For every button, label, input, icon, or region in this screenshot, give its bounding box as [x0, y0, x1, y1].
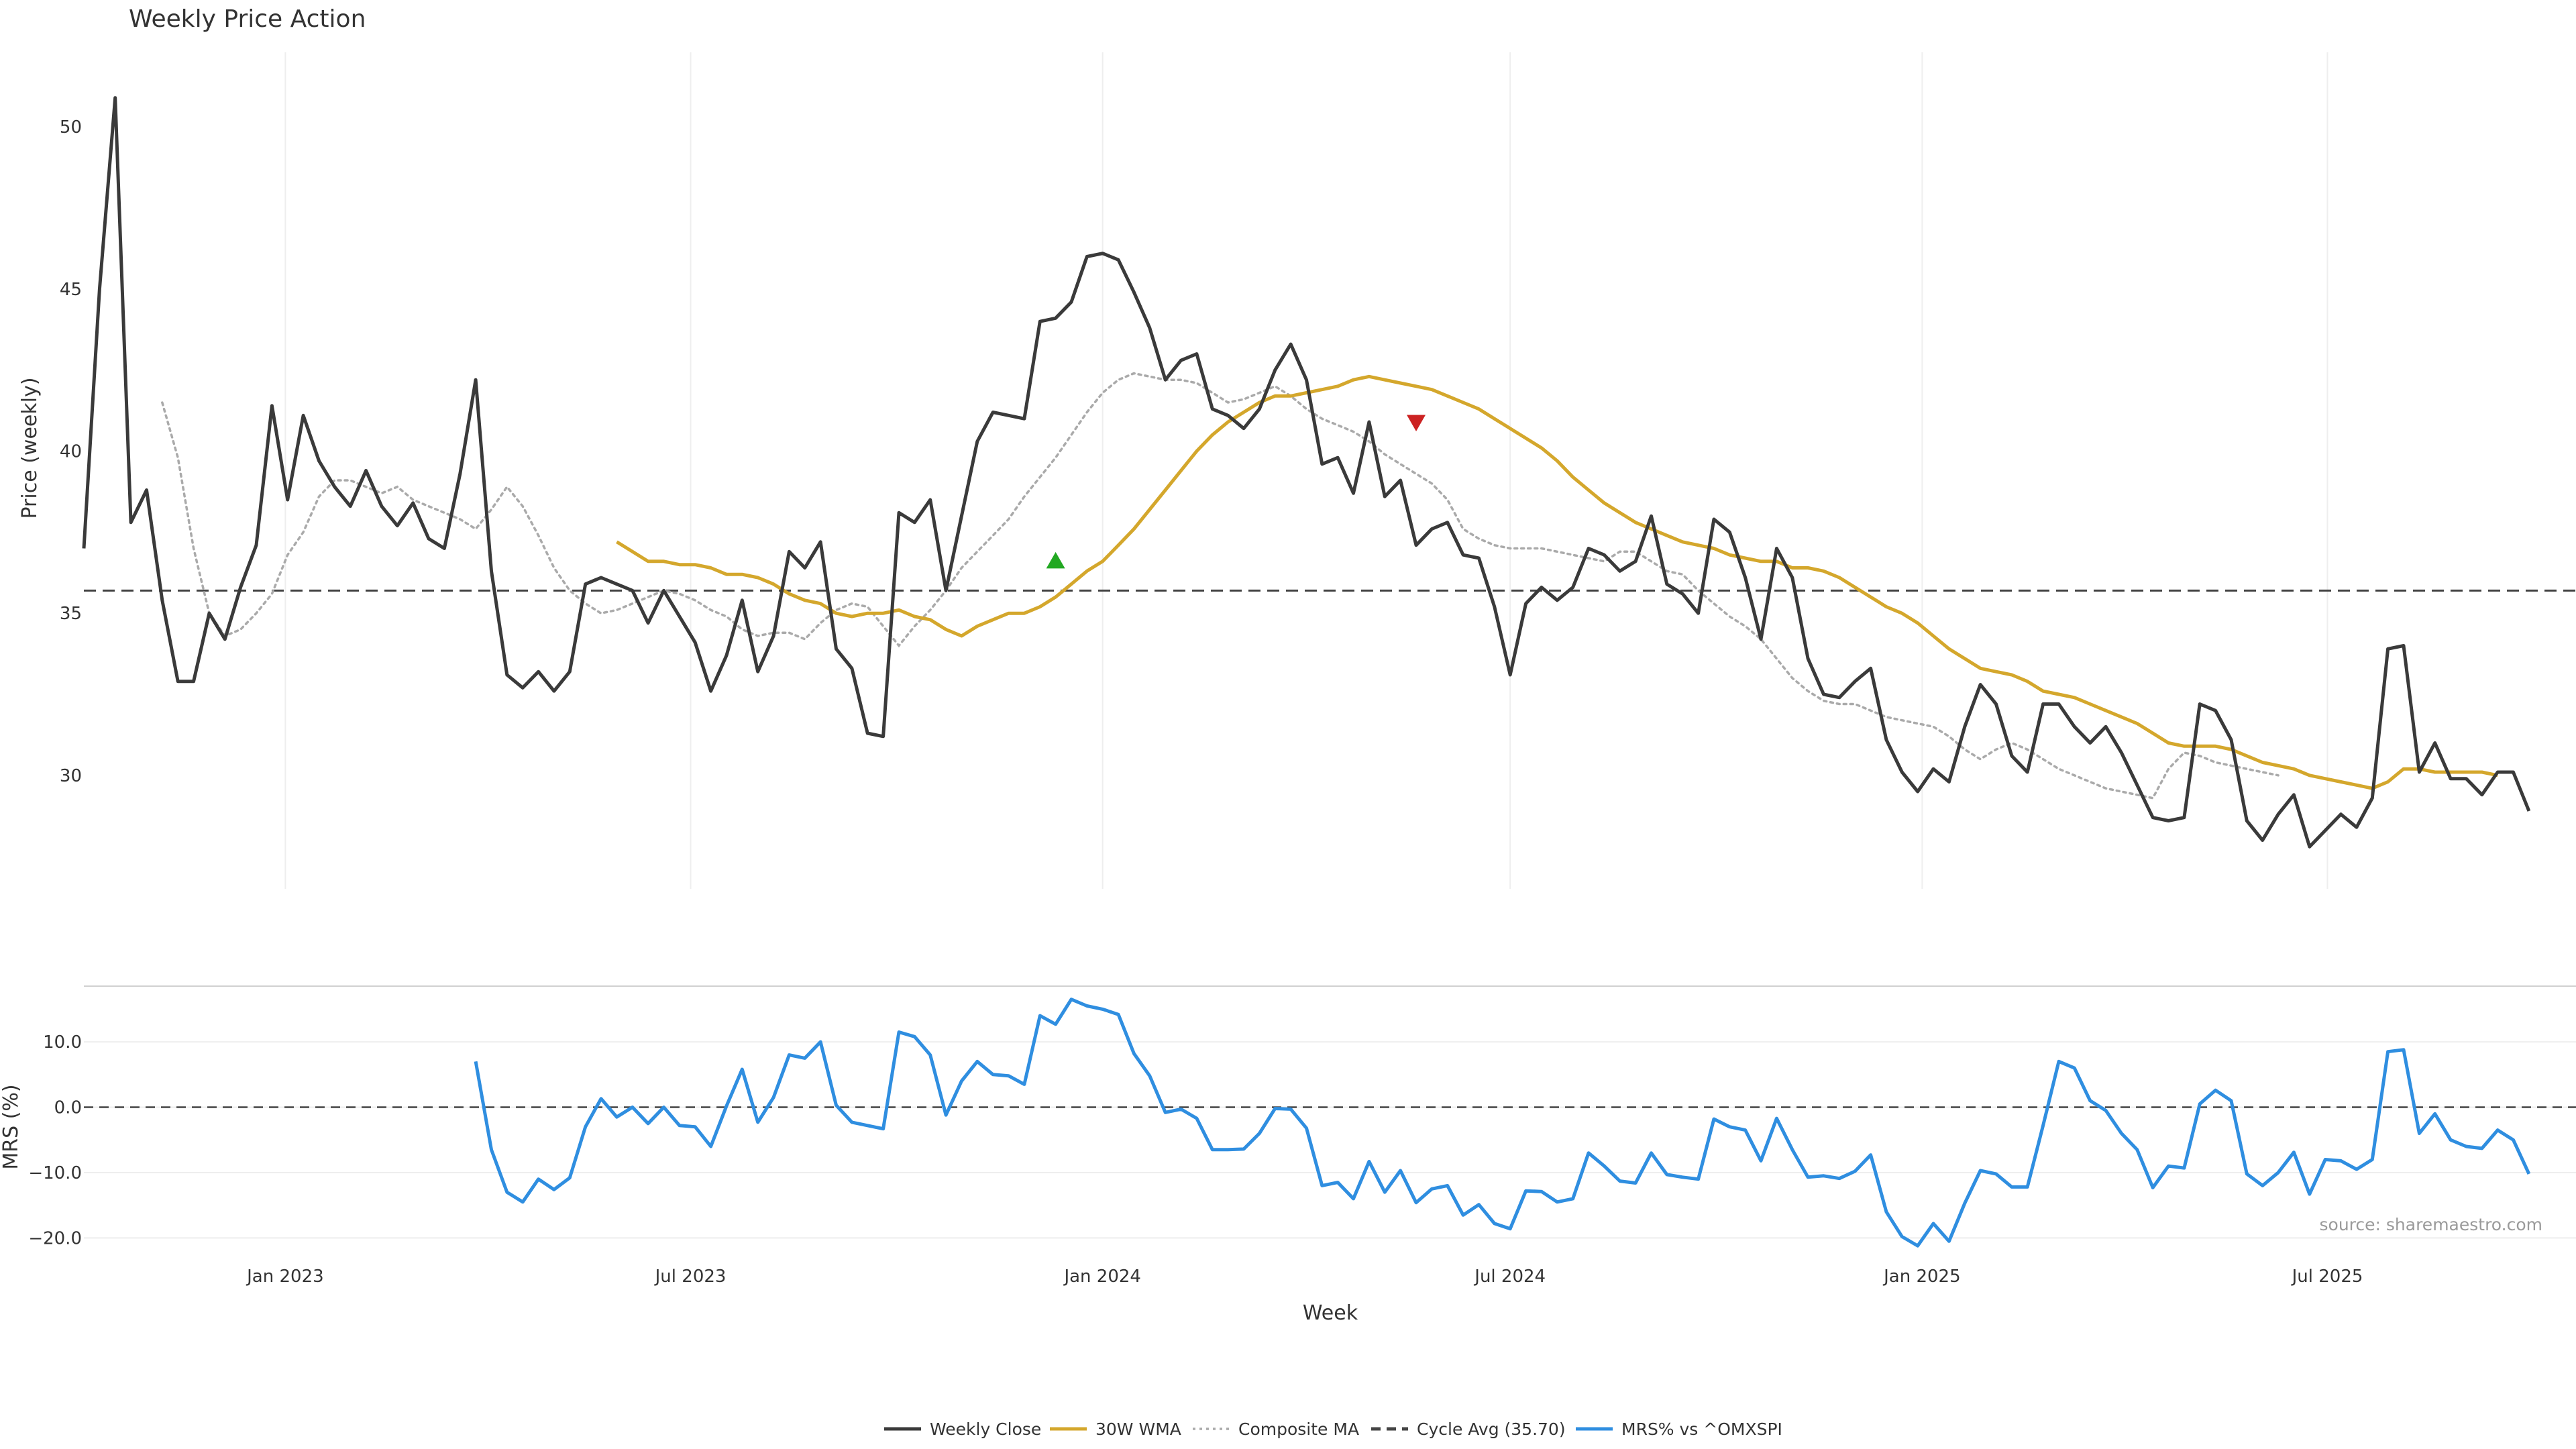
mrs-y-axis-label: MRS (%): [0, 1084, 23, 1169]
legend-item-label: MRS% vs ^OMXSPI: [1621, 1419, 1782, 1439]
price-y-tick-label: 40: [60, 442, 82, 462]
x-tick-label: Jan 2023: [246, 1267, 324, 1287]
mrs-grid: [84, 1041, 2576, 1239]
signal-markers: [1046, 415, 1426, 569]
source-note: source: sharemaestro.com: [2320, 1215, 2543, 1234]
main-grid: [284, 52, 2328, 889]
price-y-tick-label: 50: [60, 117, 82, 138]
legend: Weekly Close 30W WMA Composite MA Cycle Avg…: [884, 1419, 1782, 1439]
mrs-y-tick-labels: 10.0 0.0 −10.0 −20.0: [28, 1032, 82, 1248]
x-axis-label: Week: [1303, 1301, 1358, 1325]
price-y-tick-label: 30: [60, 766, 82, 786]
mrs-y-tick-label: −10.0: [28, 1163, 82, 1183]
legend-item-label: Composite MA: [1238, 1419, 1359, 1439]
composite-ma-line: [161, 372, 2279, 800]
sell-signal-marker: [1407, 415, 1426, 431]
x-tick-label: Jul 2025: [2291, 1267, 2363, 1287]
legend-item-label: 30W WMA: [1095, 1419, 1181, 1439]
mrs-y-tick-label: 0.0: [54, 1098, 82, 1118]
legend-item-label: Weekly Close: [930, 1419, 1041, 1439]
legend-item-label: Cycle Avg (35.70): [1417, 1419, 1566, 1439]
price-y-tick-label: 45: [60, 280, 82, 300]
x-tick-label: Jul 2024: [1473, 1267, 1546, 1287]
mrs-y-tick-label: −20.0: [28, 1228, 82, 1248]
x-tick-label: Jul 2023: [654, 1267, 727, 1287]
price-y-tick-label: 35: [60, 604, 82, 624]
mrs-line: [474, 998, 2531, 1248]
wma-30w-line: [616, 374, 2498, 790]
price-y-axis-label: Price (weekly): [18, 377, 42, 519]
x-tick-label: Jan 2024: [1063, 1267, 1141, 1287]
buy-signal-marker: [1046, 551, 1065, 569]
price-y-tick-labels: 30 35 40 45 50: [60, 117, 82, 786]
x-tick-labels: Jan 2023 Jul 2023 Jan 2024 Jul 2024 Jan 2025…: [246, 1267, 2363, 1287]
mrs-y-tick-label: 10.0: [43, 1032, 82, 1053]
x-tick-label: Jan 2025: [1882, 1267, 1961, 1287]
weekly-close-line: [82, 96, 2531, 849]
chart-title: Weekly Price Action: [129, 5, 366, 33]
